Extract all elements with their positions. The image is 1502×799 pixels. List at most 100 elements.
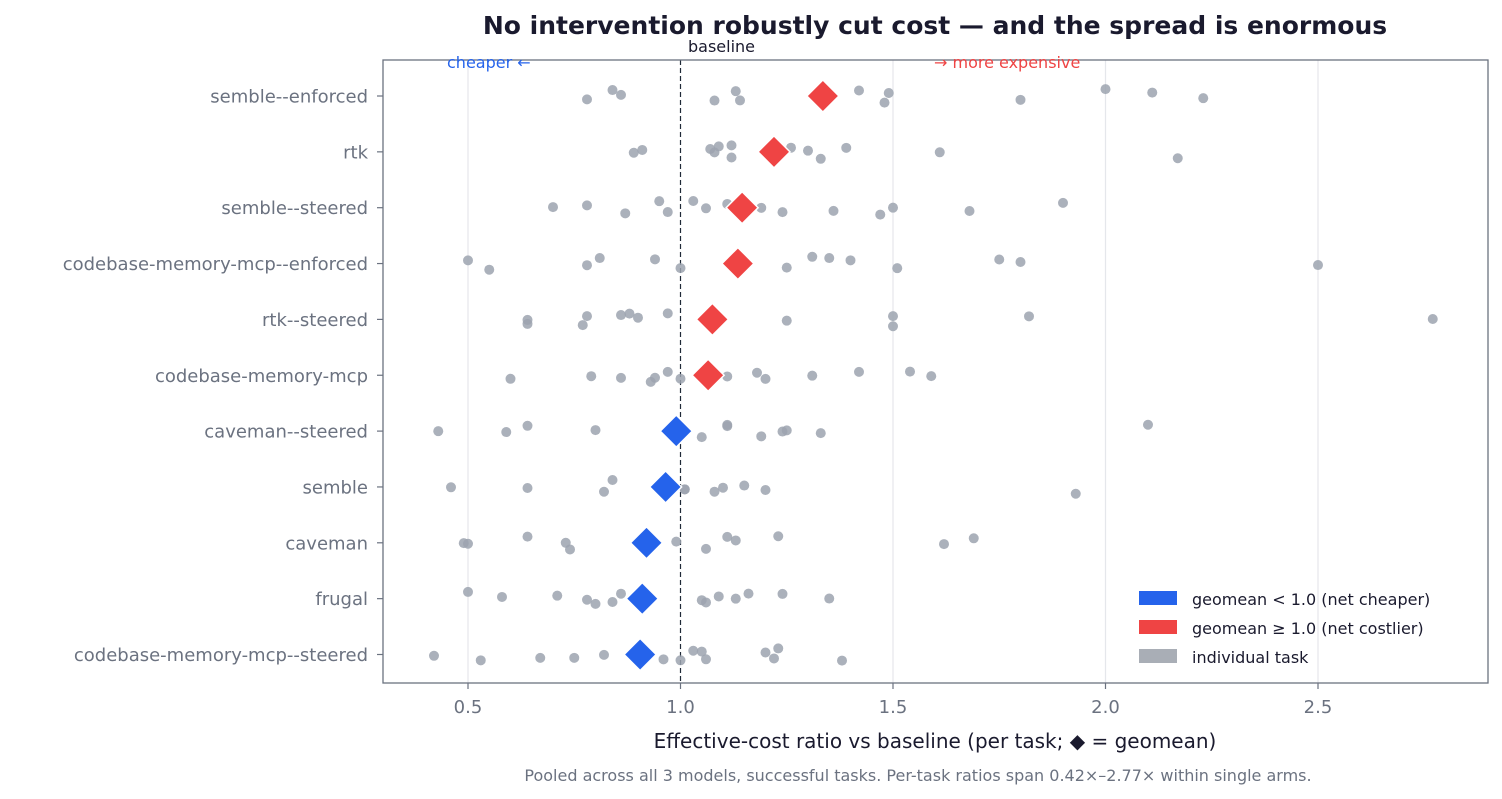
category-label: rtk — [343, 142, 368, 163]
task-point — [620, 208, 631, 219]
task-point — [662, 308, 673, 319]
task-point — [939, 539, 949, 550]
category-label: codebase-memory-mcp--steered — [74, 645, 368, 666]
task-point — [582, 94, 592, 105]
task-point — [590, 598, 601, 609]
task-point — [675, 655, 686, 666]
category-label: caveman — [285, 533, 368, 554]
task-point — [845, 255, 856, 266]
task-point — [888, 311, 898, 322]
task-point — [709, 486, 720, 497]
geomean-marker — [695, 302, 730, 337]
task-point — [1100, 84, 1111, 95]
task-point — [828, 205, 839, 216]
task-point — [854, 366, 864, 377]
task-point — [781, 315, 792, 326]
task-point — [934, 147, 945, 158]
cheaper-annotation: cheaper ← — [447, 53, 531, 72]
task-point — [463, 255, 473, 266]
task-point — [905, 366, 915, 377]
task-point — [582, 594, 592, 605]
task-point — [1015, 257, 1026, 268]
task-point — [888, 202, 898, 213]
task-point — [577, 320, 588, 331]
task-point — [586, 371, 597, 382]
task-point — [841, 142, 852, 153]
task-point — [475, 655, 486, 666]
category-label: semble--enforced — [210, 87, 368, 108]
task-point — [594, 253, 605, 264]
task-point — [662, 207, 673, 218]
x-tick-label: 0.5 — [454, 697, 483, 718]
task-point — [1427, 314, 1438, 325]
task-point — [1172, 153, 1183, 164]
task-point — [730, 593, 741, 604]
task-point — [548, 202, 558, 213]
task-point — [726, 152, 737, 163]
legend-label-costlier: geomean ≥ 1.0 (net costlier) — [1192, 619, 1424, 638]
task-point — [883, 87, 894, 98]
x-tick-label: 1.5 — [879, 697, 908, 718]
task-point — [463, 586, 473, 597]
task-point — [599, 486, 609, 497]
task-point — [1070, 488, 1081, 499]
task-point — [522, 482, 533, 493]
task-point — [701, 654, 711, 665]
task-point — [1058, 197, 1068, 208]
category-label: codebase-memory-mcp--enforced — [63, 254, 368, 275]
task-point — [637, 144, 648, 155]
category-label: codebase-memory-mcp — [155, 366, 368, 387]
plot-frame — [382, 59, 1489, 684]
task-point — [781, 262, 792, 273]
task-point — [701, 203, 711, 214]
task-point — [484, 264, 495, 275]
geomean-marker — [623, 637, 658, 672]
task-point — [713, 591, 724, 602]
x-axis-label: Effective-cost ratio vs baseline (per ta… — [654, 729, 1217, 753]
geomean-markers — [623, 78, 840, 672]
task-point — [879, 97, 890, 108]
task-point — [616, 588, 626, 599]
task-point — [718, 482, 728, 493]
task-point — [582, 260, 592, 271]
x-tick-label: 2.0 — [1091, 697, 1120, 718]
chart-title: No intervention robustly cut cost — and … — [483, 11, 1387, 40]
category-label: rtk--steered — [262, 310, 368, 331]
task-point — [722, 419, 733, 430]
category-label: caveman--steered — [204, 422, 368, 443]
task-point — [807, 251, 818, 262]
geomean-marker — [691, 358, 726, 393]
task-point — [522, 531, 533, 542]
task-point — [815, 153, 826, 164]
task-point — [522, 420, 533, 431]
task-point — [616, 372, 626, 383]
task-point — [739, 480, 750, 491]
task-point — [628, 147, 639, 158]
task-point — [964, 206, 975, 217]
task-point — [709, 95, 720, 106]
task-point — [607, 85, 618, 96]
task-point — [616, 89, 626, 100]
category-axis: semble--enforced rtk semble--steered codeba… — [63, 87, 383, 666]
task-point — [888, 321, 898, 332]
task-point — [671, 536, 682, 547]
task-point — [815, 428, 826, 439]
task-point — [730, 86, 741, 97]
task-point — [624, 308, 635, 319]
geomean-marker — [725, 190, 760, 225]
legend-label-cheaper: geomean < 1.0 (net cheaper) — [1192, 590, 1430, 609]
task-point — [760, 373, 771, 384]
task-point — [505, 373, 516, 384]
task-point — [607, 474, 618, 485]
task-point — [701, 597, 711, 608]
task-point — [1147, 87, 1158, 98]
task-point — [722, 371, 733, 382]
task-point — [760, 647, 771, 658]
task-point — [994, 254, 1005, 265]
task-point — [926, 371, 937, 382]
task-point — [773, 531, 784, 542]
expensive-annotation: → more expensive — [934, 53, 1080, 72]
task-point — [582, 200, 592, 211]
geomean-marker — [625, 581, 660, 616]
